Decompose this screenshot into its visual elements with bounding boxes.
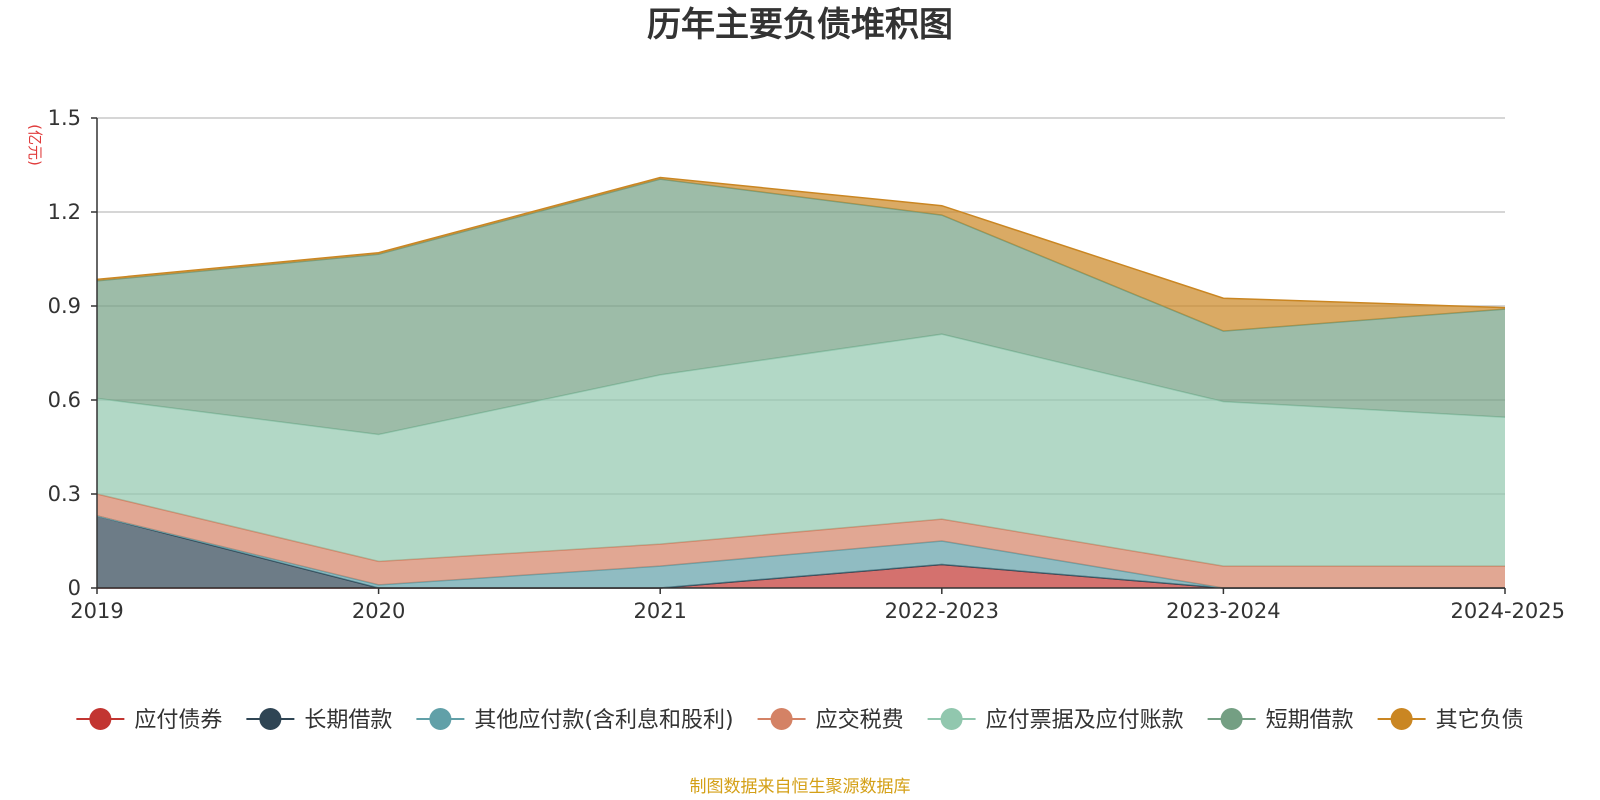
legend-marker [1390, 708, 1413, 730]
y-axis-unit-label: (亿元) [26, 124, 44, 166]
legend-item-3[interactable]: 应交税费 [757, 708, 904, 733]
legend-label: 应交税费 [816, 708, 904, 733]
area-line-series-6 [96, 176, 1506, 309]
legend-label: 短期借款 [1266, 708, 1354, 733]
area-series-4 [97, 334, 1505, 567]
legend-marker [770, 708, 793, 730]
area-series-5 [97, 179, 1505, 435]
x-tick-label: 2022-2023 [885, 599, 999, 623]
x-tick-label: 2021 [633, 599, 686, 623]
legend-label: 应付票据及应付账款 [986, 708, 1184, 733]
y-tick-label: 1.2 [48, 200, 81, 224]
x-tick-label: 2019 [70, 599, 123, 623]
chart-title: 历年主要负债堆积图 [647, 5, 953, 45]
legend[interactable]: 应付债券 长期借款 其他应付款(含利息和股利) 应交税费 应付票据及应付账款 短期借款 其它… [76, 708, 1524, 733]
legend-item-1[interactable]: 长期借款 [246, 708, 392, 733]
legend-marker [940, 708, 963, 730]
legend-marker [89, 708, 112, 730]
legend-item-6[interactable]: 其它负债 [1377, 708, 1524, 733]
legend-marker [259, 708, 282, 730]
y-tick-label: 0.6 [48, 388, 81, 412]
axes: 0 0.3 0.6 0.9 1.2 1.5 2019 2020 2021 2022-2023 202… [48, 106, 1565, 623]
y-tick-label: 0.3 [48, 482, 81, 506]
x-tick-label: 2023-2024 [1166, 599, 1280, 623]
legend-item-2[interactable]: 其他应付款(含利息和股利) [416, 708, 734, 733]
area-series-6 [97, 177, 1505, 332]
legend-label: 其他应付款(含利息和股利) [474, 708, 733, 733]
legend-marker [1220, 708, 1243, 730]
legend-label: 长期借款 [304, 708, 392, 733]
area-series-1 [97, 515, 1505, 588]
legend-label: 其它负债 [1436, 708, 1524, 733]
y-tick-label: 0.9 [48, 294, 81, 318]
y-tick-label: 1.5 [48, 106, 81, 130]
area-series-2 [97, 515, 1505, 588]
legend-item-0[interactable]: 应付债券 [76, 708, 222, 733]
area-series-3 [97, 494, 1505, 588]
legend-item-5[interactable]: 短期借款 [1207, 708, 1354, 733]
legend-item-4[interactable]: 应付票据及应付账款 [927, 708, 1184, 733]
stacked-areas [96, 176, 1506, 589]
x-tick-label: 2024-2025 [1451, 599, 1565, 623]
legend-marker [429, 708, 452, 730]
legend-label: 应付债券 [134, 708, 222, 733]
x-tick-label: 2020 [352, 599, 405, 623]
data-source-note: 制图数据来自恒生聚源数据库 [690, 777, 911, 797]
y-tick-label: 0 [68, 576, 81, 600]
